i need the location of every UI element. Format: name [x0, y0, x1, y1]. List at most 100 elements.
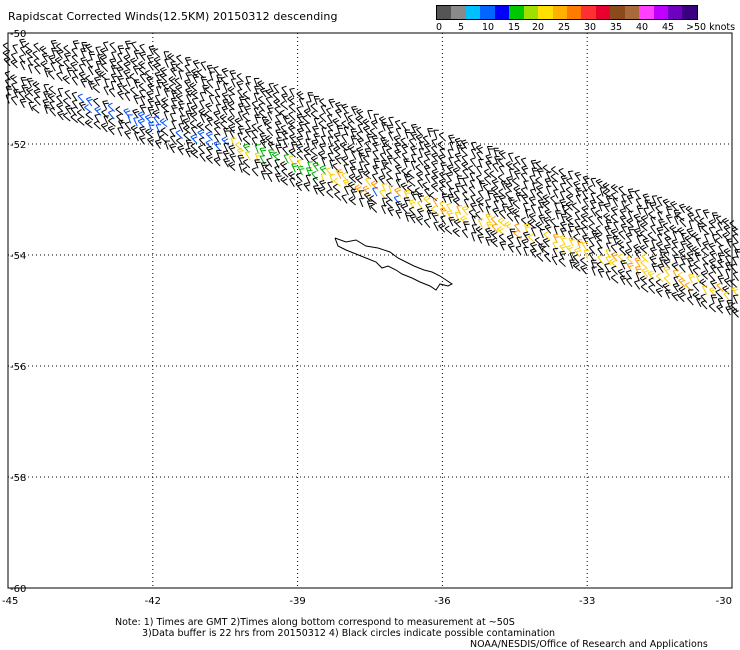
barb-staff — [424, 144, 431, 153]
wind-barb — [222, 150, 230, 160]
barb-staff — [321, 127, 326, 137]
barb-staff — [634, 266, 640, 276]
barb-feather — [567, 203, 573, 207]
wind-barb — [122, 84, 130, 94]
barb-staff — [266, 106, 272, 115]
barb-staff — [520, 174, 527, 182]
wind-barb — [357, 123, 364, 134]
barb-staff — [178, 108, 184, 117]
barb-staff — [206, 81, 214, 89]
barb-feather — [590, 207, 596, 210]
barb-feather — [686, 227, 692, 231]
barb-feather — [658, 218, 664, 221]
barb-staff — [356, 148, 363, 157]
barb-staff — [403, 197, 409, 207]
barb-staff — [386, 156, 393, 165]
barb-feather — [25, 48, 31, 53]
barb-staff — [230, 79, 236, 88]
barb-staff — [310, 105, 318, 113]
wind-barb — [711, 233, 718, 244]
wind-barb — [595, 225, 603, 235]
barb-staff — [734, 249, 739, 259]
barb-staff — [56, 51, 63, 59]
wind-barb — [70, 61, 78, 72]
barb-staff — [384, 165, 392, 172]
wind-barb — [200, 76, 208, 86]
barb-staff — [626, 279, 633, 288]
barb-staff — [530, 227, 536, 237]
wind-barb — [475, 174, 483, 185]
barb-staff — [336, 125, 341, 135]
barb-feather — [633, 213, 639, 217]
barb-feather — [149, 139, 155, 142]
barb-staff — [730, 304, 738, 312]
wind-barb — [123, 108, 131, 118]
barb-feather — [111, 64, 117, 67]
barb-feather — [335, 147, 341, 152]
barb-feather — [625, 232, 631, 235]
barb-staff — [686, 297, 694, 306]
barb-feather — [71, 76, 77, 79]
barb-feather — [311, 170, 317, 174]
barb-feather — [288, 148, 294, 152]
barb-feather — [658, 243, 663, 247]
wind-barb — [267, 111, 273, 121]
barb-feather — [115, 106, 121, 110]
wind-barb — [641, 253, 649, 263]
barb-staff — [170, 68, 177, 77]
barb-staff — [223, 159, 229, 168]
barb-feather — [639, 244, 645, 249]
wind-barb — [303, 153, 310, 164]
barb-staff — [176, 140, 184, 147]
wind-barb — [131, 41, 138, 51]
barb-staff — [251, 125, 259, 133]
barb-staff — [357, 169, 363, 179]
wind-barb — [605, 219, 612, 229]
barb-feather — [72, 99, 78, 103]
barb-feather — [388, 157, 394, 160]
wind-barb — [302, 114, 310, 125]
wind-barb — [205, 154, 213, 164]
wind-barb — [708, 303, 716, 313]
wind-barb — [364, 192, 371, 202]
barb-staff — [452, 199, 461, 207]
wind-barb — [677, 292, 685, 303]
wind-barb — [386, 155, 394, 165]
barb-feather — [717, 266, 723, 269]
barb-feather — [229, 117, 235, 122]
barb-staff — [507, 244, 514, 253]
barb-staff — [42, 100, 49, 109]
barb-feather — [237, 132, 243, 134]
barb-staff — [297, 166, 303, 176]
wind-barb — [648, 210, 656, 221]
barb-feather — [269, 151, 275, 154]
barb-staff — [581, 243, 588, 252]
wind-barb — [626, 254, 634, 265]
barb-staff — [174, 80, 183, 87]
barb-feather — [356, 186, 362, 190]
barb-feather — [717, 221, 723, 224]
wind-barb — [347, 114, 355, 124]
barb-feather — [145, 114, 150, 118]
barb-feather — [621, 210, 627, 213]
barb-feather — [183, 118, 189, 121]
barb-feather — [410, 201, 416, 204]
barb-feather — [583, 197, 589, 200]
barb-staff — [343, 127, 349, 136]
wind-barb — [153, 48, 161, 58]
barb-staff — [655, 281, 664, 289]
barb-feather — [251, 136, 258, 139]
wind-barb — [227, 115, 236, 125]
barb-staff — [418, 148, 423, 158]
wind-barb — [289, 87, 295, 98]
barb-feather — [298, 165, 304, 168]
wind-barb — [261, 116, 269, 126]
barb-staff — [427, 128, 432, 138]
barb-feather — [732, 242, 738, 245]
barb-feather — [454, 169, 460, 173]
wind-barb — [580, 212, 588, 223]
barb-feather — [506, 212, 512, 216]
wind-barb — [439, 171, 447, 181]
barb-feather — [433, 197, 439, 200]
barb-feather — [512, 177, 517, 182]
